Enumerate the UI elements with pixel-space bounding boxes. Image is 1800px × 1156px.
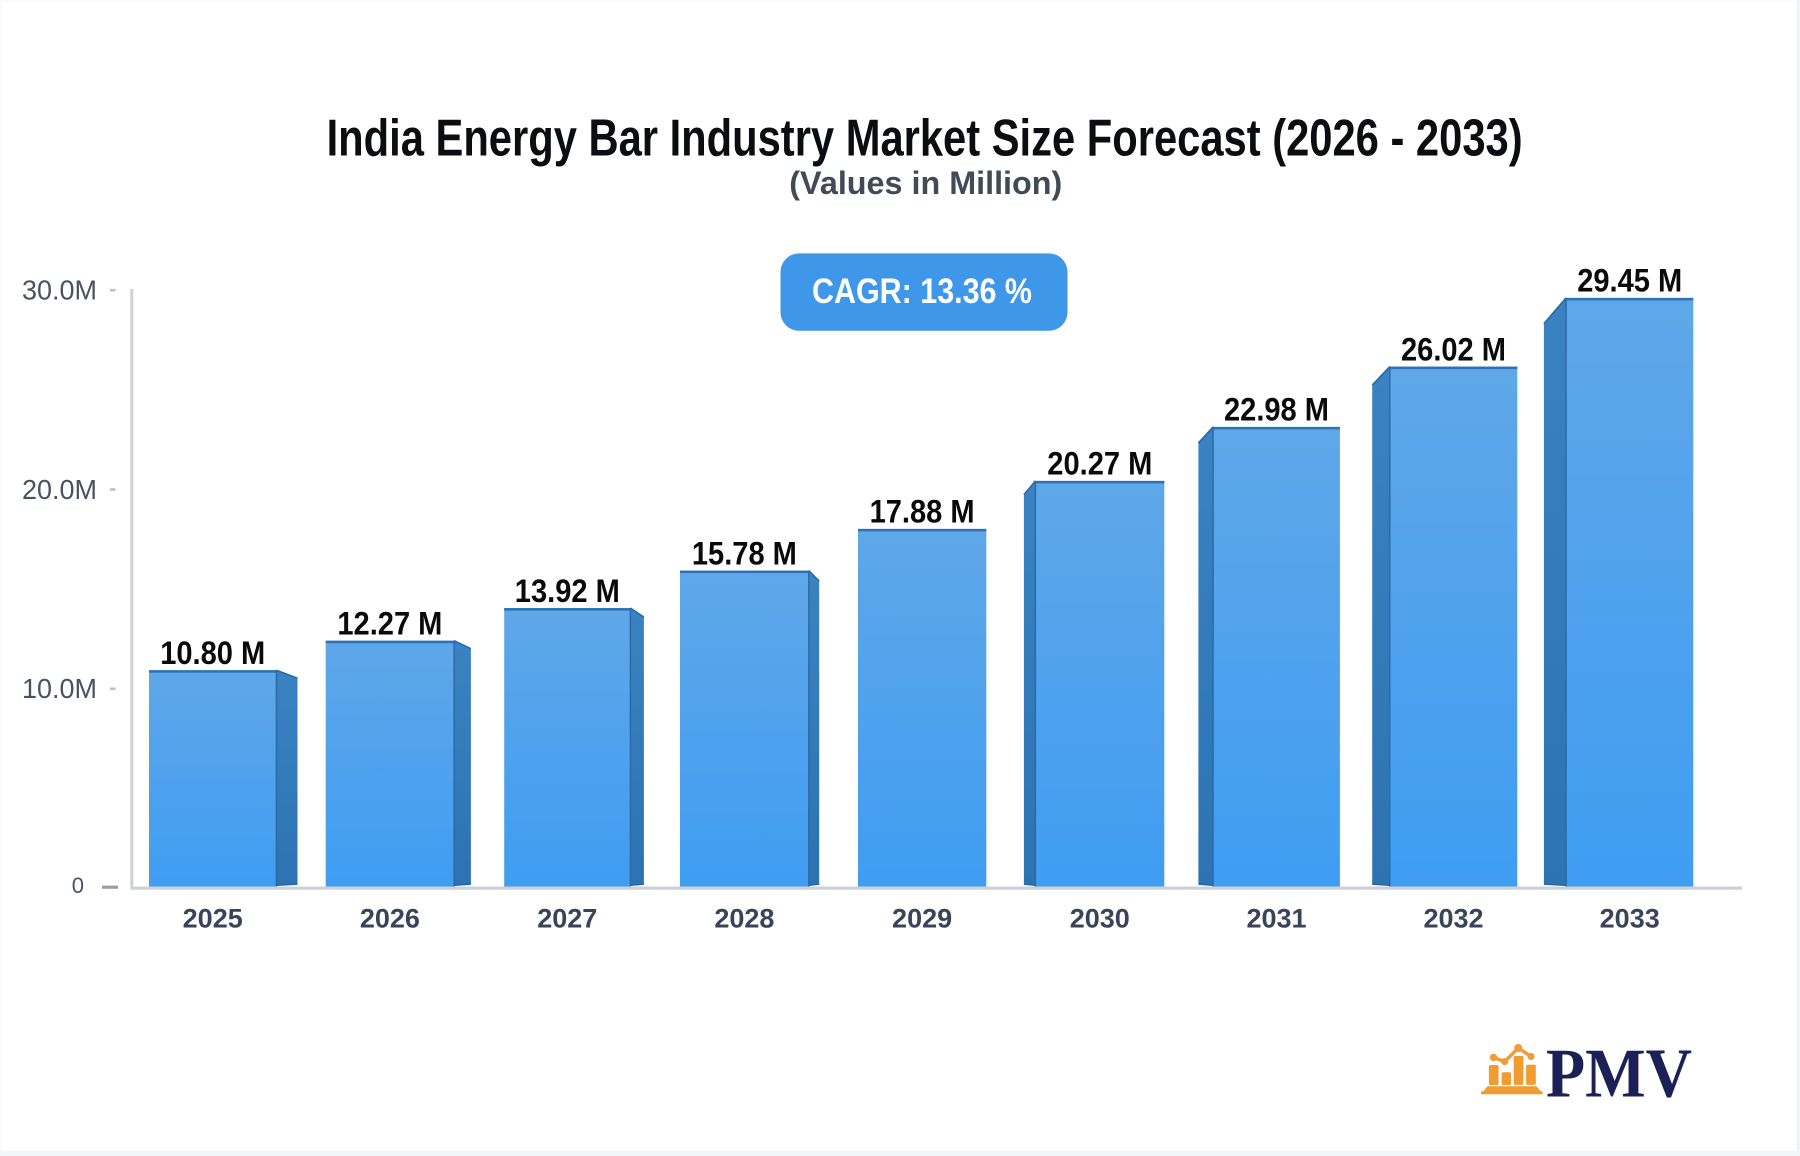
svg-text:2032: 2032: [1423, 904, 1483, 934]
svg-text:20.0M: 20.0M: [22, 474, 97, 505]
svg-text:15.78 M: 15.78 M: [692, 535, 797, 571]
svg-text:0: 0: [72, 873, 84, 898]
svg-text:29.45 M: 29.45 M: [1577, 263, 1682, 299]
svg-text:PMV: PMV: [1546, 1036, 1692, 1113]
svg-text:India Energy Bar Industry Mark: India Energy Bar Industry Market Size Fo…: [327, 110, 1523, 168]
svg-text:12.27 M: 12.27 M: [337, 605, 442, 641]
svg-text:2025: 2025: [183, 904, 243, 934]
svg-text:10.0M: 10.0M: [22, 673, 97, 704]
svg-text:CAGR: 13.36 %: CAGR: 13.36 %: [812, 272, 1032, 311]
svg-text:20.27 M: 20.27 M: [1047, 446, 1152, 482]
svg-text:30.0M: 30.0M: [22, 275, 97, 306]
svg-text:22.98 M: 22.98 M: [1224, 392, 1329, 428]
svg-text:2028: 2028: [714, 904, 774, 934]
svg-text:2031: 2031: [1246, 904, 1306, 934]
svg-text:2033: 2033: [1600, 904, 1660, 934]
svg-text:2029: 2029: [892, 904, 952, 934]
svg-text:26.02 M: 26.02 M: [1401, 331, 1506, 367]
svg-text:17.88 M: 17.88 M: [870, 494, 975, 530]
svg-text:2027: 2027: [537, 904, 597, 934]
svg-text:(Values in Million): (Values in Million): [789, 165, 1062, 201]
svg-text:2026: 2026: [360, 904, 420, 934]
svg-text:2030: 2030: [1070, 904, 1130, 934]
svg-text:13.92 M: 13.92 M: [515, 573, 620, 609]
svg-text:10.80 M: 10.80 M: [160, 635, 265, 671]
